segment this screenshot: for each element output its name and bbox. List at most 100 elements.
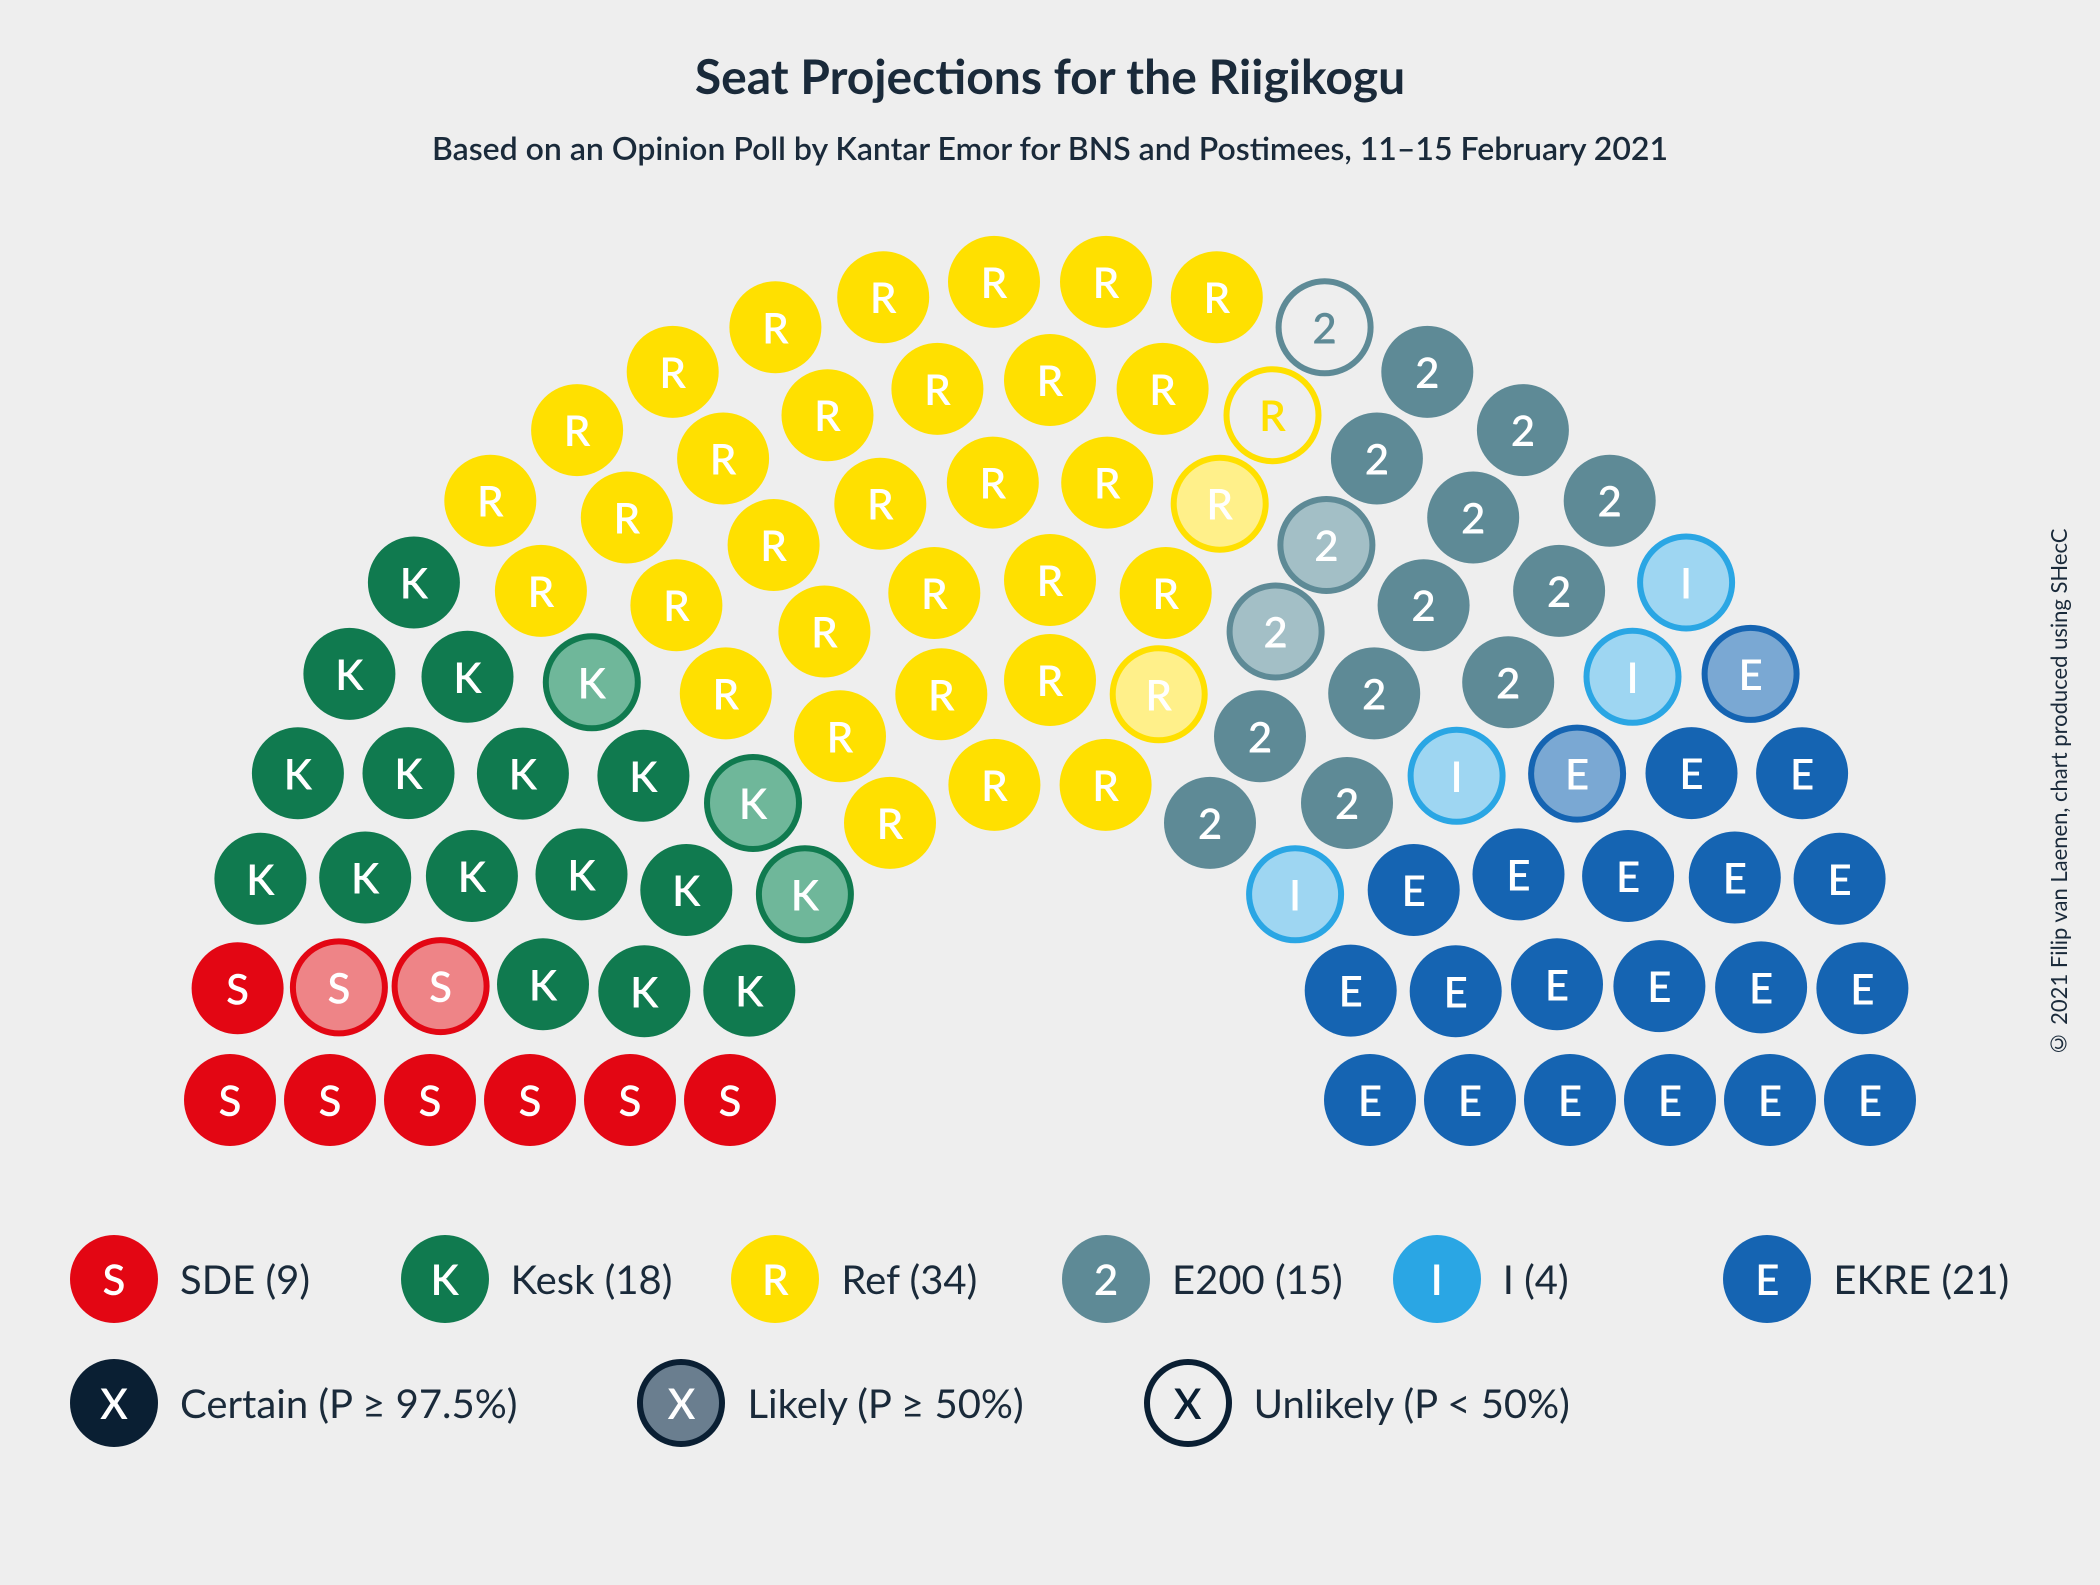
seat-label: R	[613, 493, 640, 543]
legend-item: R Ref (34)	[731, 1235, 1038, 1323]
seat-label: R	[979, 458, 1006, 508]
seat-label: R	[710, 434, 737, 484]
seat-label: 2	[1312, 302, 1336, 352]
seat-label: E	[1565, 749, 1589, 799]
legend-prob-likely: X Likely (P ≥ 50%)	[637, 1359, 1023, 1447]
seat-label: 2	[1598, 476, 1622, 526]
seat-label: R	[477, 476, 504, 526]
legend-item-label: I (4)	[1503, 1255, 1569, 1303]
seat-label: 2	[1511, 405, 1535, 455]
seat-label: R	[1145, 669, 1172, 719]
legend-probability-row: X Certain (P ≥ 97.5%) X Likely (P ≥ 50%)…	[70, 1359, 2030, 1447]
seat-label: R	[1259, 390, 1286, 440]
chart-title: Seat Projections for the Riigikogu	[0, 48, 2100, 105]
seat-label: S	[219, 1075, 242, 1125]
seat-label: 2	[1411, 580, 1435, 630]
seat-label: K	[509, 749, 538, 799]
seat-label: R	[1037, 655, 1064, 705]
seat-label: R	[867, 479, 894, 529]
legend-item-label: EKRE (21)	[1833, 1255, 2009, 1303]
seat-label: 2	[1198, 798, 1222, 848]
seat-label: K	[791, 869, 820, 919]
seat-label: S	[719, 1075, 742, 1125]
legend-parties-row: S SDE (9) K Kesk (18) R Ref (34) 2E200 (15) I I …	[70, 1235, 2030, 1323]
seat-label: 2	[1496, 657, 1520, 707]
legend-item-label: SDE (9)	[180, 1255, 310, 1303]
legend-item: K Kesk (18)	[401, 1235, 708, 1323]
chart-subtitle: Based on an Opinion Poll by Kantar Emor …	[0, 128, 2100, 167]
seat-label: E	[1858, 1075, 1882, 1125]
seat-label: E	[1827, 854, 1851, 904]
seat-label: K	[578, 657, 607, 707]
seat-label: R	[659, 347, 686, 397]
seat-label: I	[1289, 869, 1301, 919]
prob-unlikely-label: Unlikely (P < 50%)	[1254, 1379, 1570, 1427]
seat-label: I	[1451, 751, 1463, 801]
seat-label: K	[735, 966, 764, 1016]
seat-label: R	[827, 711, 854, 761]
seat-label: I	[1680, 558, 1692, 608]
seat-label: K	[400, 558, 429, 608]
prob-likely-label: Likely (P ≥ 50%)	[747, 1379, 1023, 1427]
legend-item-label: E200 (15)	[1172, 1255, 1343, 1303]
seat-label: E	[1647, 961, 1671, 1011]
legend-dot-icon: I	[1393, 1235, 1481, 1323]
seat-label: E	[1790, 748, 1814, 798]
seat-label: R	[1152, 568, 1179, 618]
seat-label: 2	[1461, 493, 1485, 543]
legend-item-label: Kesk (18)	[511, 1255, 673, 1303]
legend-dot-icon: K	[401, 1235, 489, 1323]
seat-label: 2	[1263, 607, 1287, 657]
seat-label: R	[1093, 257, 1120, 307]
seat-label: R	[877, 798, 904, 848]
seat-label: R	[762, 302, 789, 352]
seat-label: K	[335, 649, 364, 699]
legend-item: 2E200 (15)	[1062, 1235, 1369, 1323]
legend-item-label: Ref (34)	[841, 1255, 977, 1303]
seat-label: E	[1616, 851, 1640, 901]
seat-label: R	[981, 760, 1008, 810]
seat-label: R	[814, 390, 841, 440]
prob-certain-icon: X	[70, 1359, 158, 1447]
legend: S SDE (9) K Kesk (18) R Ref (34) 2E200 (15) I I …	[70, 1235, 2030, 1447]
legend-item: I I (4)	[1393, 1235, 1700, 1323]
seat-label: S	[327, 962, 350, 1012]
seat-label: 2	[1248, 711, 1272, 761]
seat-label: E	[1339, 966, 1363, 1016]
seat-label: 2	[1314, 520, 1338, 570]
seat-label: R	[1094, 458, 1121, 508]
seat-label: K	[672, 865, 701, 915]
seat-label: E	[1545, 959, 1569, 1009]
seat-label: 2	[1365, 434, 1389, 484]
seat-label: E	[1658, 1075, 1682, 1125]
seat-label: 2	[1335, 778, 1359, 828]
seat-label: K	[246, 854, 275, 904]
seat-label: K	[394, 748, 423, 798]
seat-label: K	[629, 751, 658, 801]
seat-label: S	[319, 1075, 342, 1125]
seat-label: K	[458, 851, 487, 901]
seat-label: R	[1037, 355, 1064, 405]
prob-likely-icon: X	[637, 1359, 725, 1447]
seat-label: E	[1458, 1075, 1482, 1125]
seat-label: S	[226, 963, 249, 1013]
legend-prob-unlikely: X Unlikely (P < 50%)	[1144, 1359, 1570, 1447]
seat-label: R	[1206, 479, 1233, 529]
seat-label: 2	[1415, 347, 1439, 397]
seat-label: R	[564, 405, 591, 455]
seat-label: R	[663, 580, 690, 630]
page-root: Seat Projections for the Riigikogu Based…	[0, 0, 2100, 1585]
prob-unlikely-icon: X	[1144, 1359, 1232, 1447]
seat-label: R	[528, 566, 555, 616]
legend-item: S SDE (9)	[70, 1235, 377, 1323]
legend-dot-icon: R	[731, 1235, 819, 1323]
seat-label: E	[1358, 1075, 1382, 1125]
seat-label: S	[429, 961, 452, 1011]
seat-label: E	[1679, 748, 1703, 798]
seat-label: E	[1758, 1075, 1782, 1125]
seat-label: E	[1402, 865, 1426, 915]
legend-dot-icon: S	[70, 1235, 158, 1323]
seat-label: E	[1506, 849, 1530, 899]
seat-label: R	[921, 568, 948, 618]
legend-item: EEKRE (21)	[1723, 1235, 2030, 1323]
